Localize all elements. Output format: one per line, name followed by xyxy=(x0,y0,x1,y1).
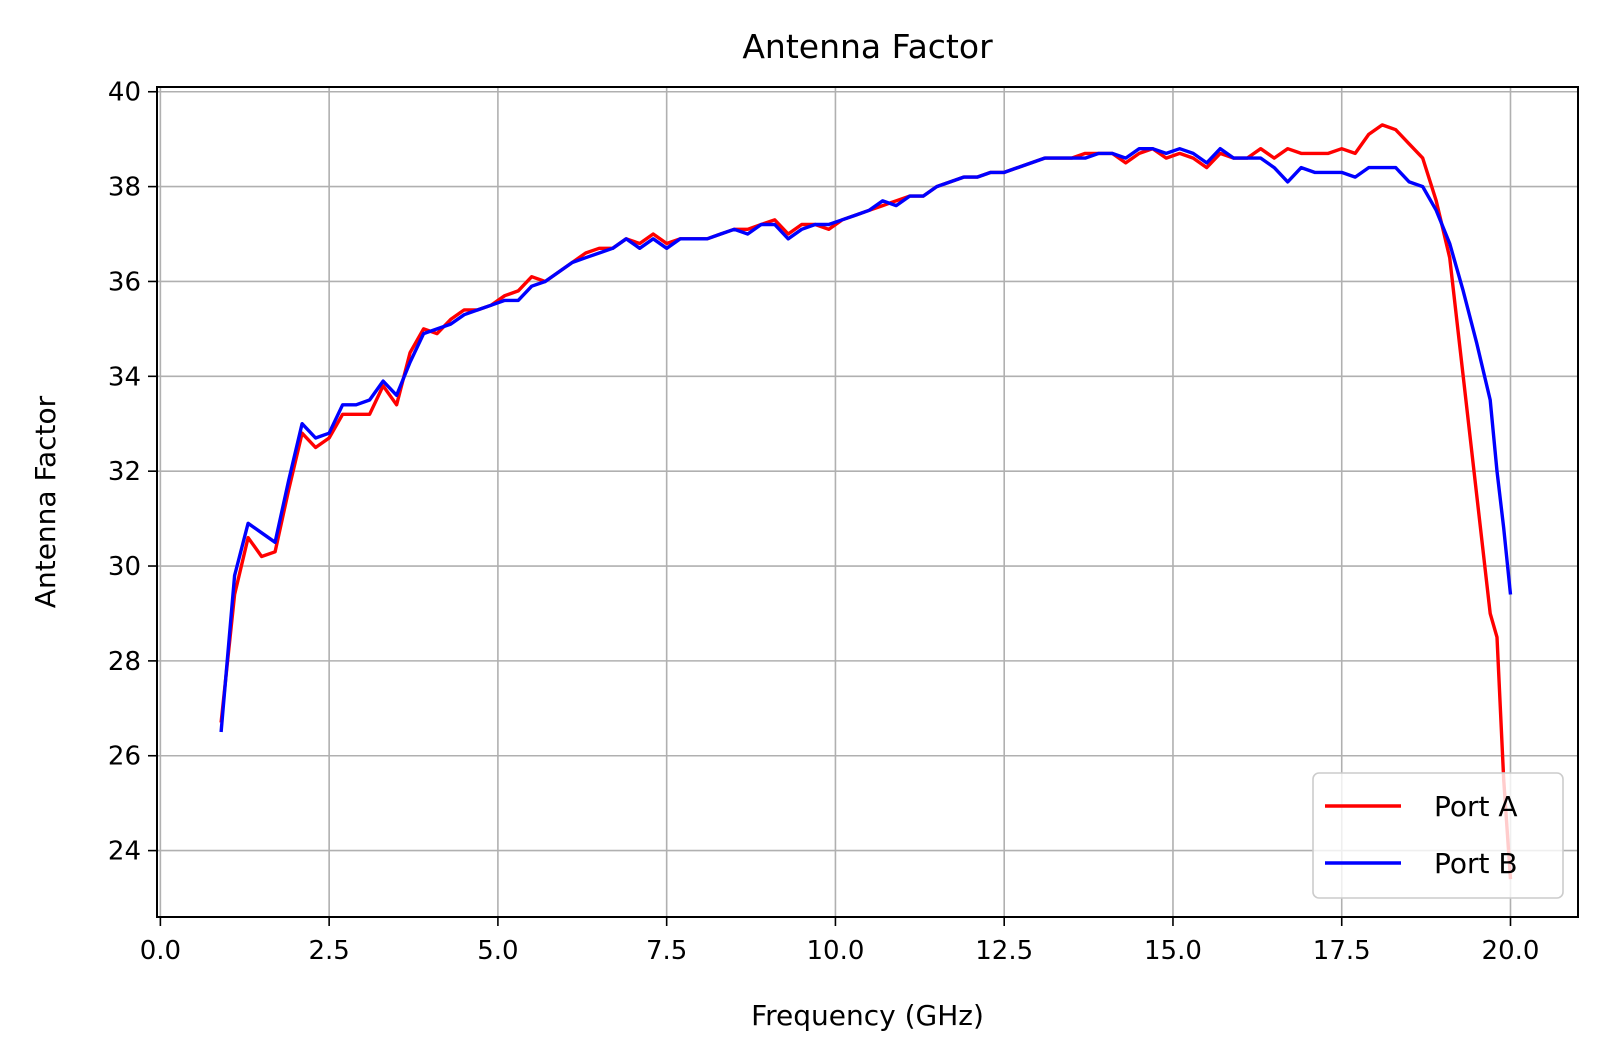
y-tick-label: 26 xyxy=(108,742,141,772)
x-tick-label: 20.0 xyxy=(1482,936,1540,966)
x-tick-label: 12.5 xyxy=(975,936,1033,966)
chart-title: Antenna Factor xyxy=(742,27,993,66)
x-axis-ticks: 0.0 2.5 5.0 7.5 10.0 12.5 15.0 17.5 20.0 xyxy=(140,917,1540,966)
series-lines xyxy=(219,123,1513,880)
series-line-port-b xyxy=(219,146,1513,733)
y-axis-ticks: 24 26 28 30 32 34 36 38 40 xyxy=(108,78,157,867)
legend-label: Port A xyxy=(1434,790,1518,823)
y-tick-label: 32 xyxy=(108,457,141,487)
x-tick-label: 15.0 xyxy=(1144,936,1202,966)
y-tick-label: 36 xyxy=(108,267,141,297)
legend: Port A Port B xyxy=(1312,772,1564,899)
y-tick-label: 30 xyxy=(108,552,141,582)
legend-label: Port B xyxy=(1434,847,1518,880)
y-tick-label: 34 xyxy=(108,362,141,392)
series-line-port-a xyxy=(219,123,1513,880)
plot-frame xyxy=(156,86,1579,918)
y-axis-label: Antenna Factor xyxy=(29,395,62,608)
y-tick-label: 28 xyxy=(108,647,141,677)
y-tick-label: 40 xyxy=(108,78,141,108)
x-tick-label: 2.5 xyxy=(308,936,349,966)
x-tick-label: 10.0 xyxy=(806,936,864,966)
x-tick-label: 7.5 xyxy=(646,936,687,966)
x-axis-label: Frequency (GHz) xyxy=(751,999,984,1032)
x-tick-label: 17.5 xyxy=(1313,936,1371,966)
x-tick-label: 5.0 xyxy=(477,936,518,966)
y-tick-label: 38 xyxy=(108,173,141,203)
y-tick-label: 24 xyxy=(108,837,141,867)
legend-box xyxy=(1312,772,1564,899)
x-tick-label: 0.0 xyxy=(140,936,181,966)
